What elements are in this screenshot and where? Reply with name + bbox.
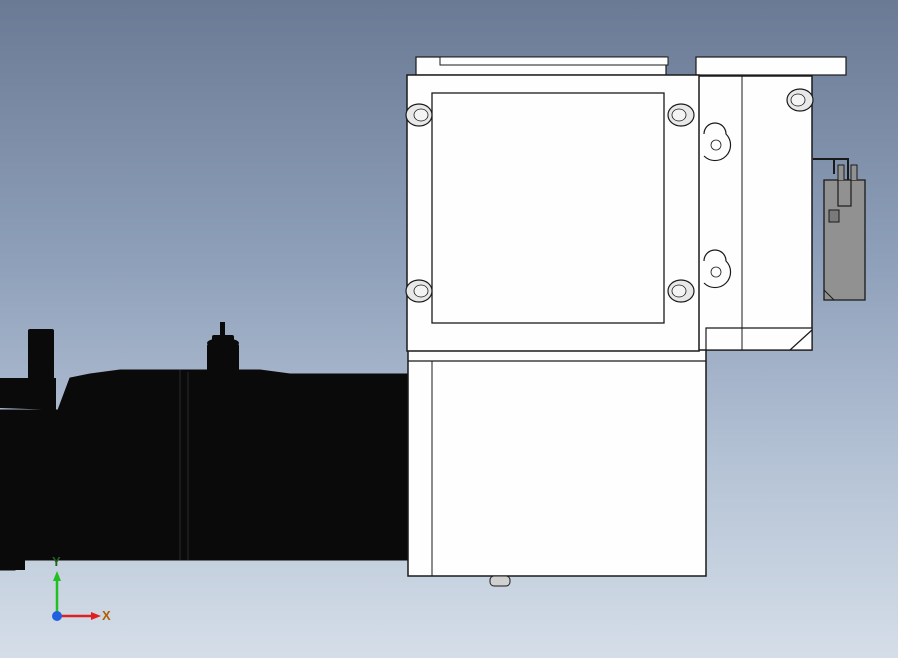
cad-viewport[interactable]: Y X — [0, 0, 898, 658]
right-housing-block — [696, 76, 812, 350]
side-bracket — [813, 159, 865, 300]
motor-assembly — [0, 322, 408, 570]
lower-housing-block — [408, 348, 706, 586]
axis-label-y: Y — [52, 554, 61, 569]
main-housing — [407, 75, 699, 351]
axis-label-x: X — [102, 608, 111, 623]
axis-triad[interactable]: Y X — [30, 558, 110, 638]
cad-model-view[interactable] — [0, 0, 898, 658]
top-plate — [416, 57, 846, 75]
